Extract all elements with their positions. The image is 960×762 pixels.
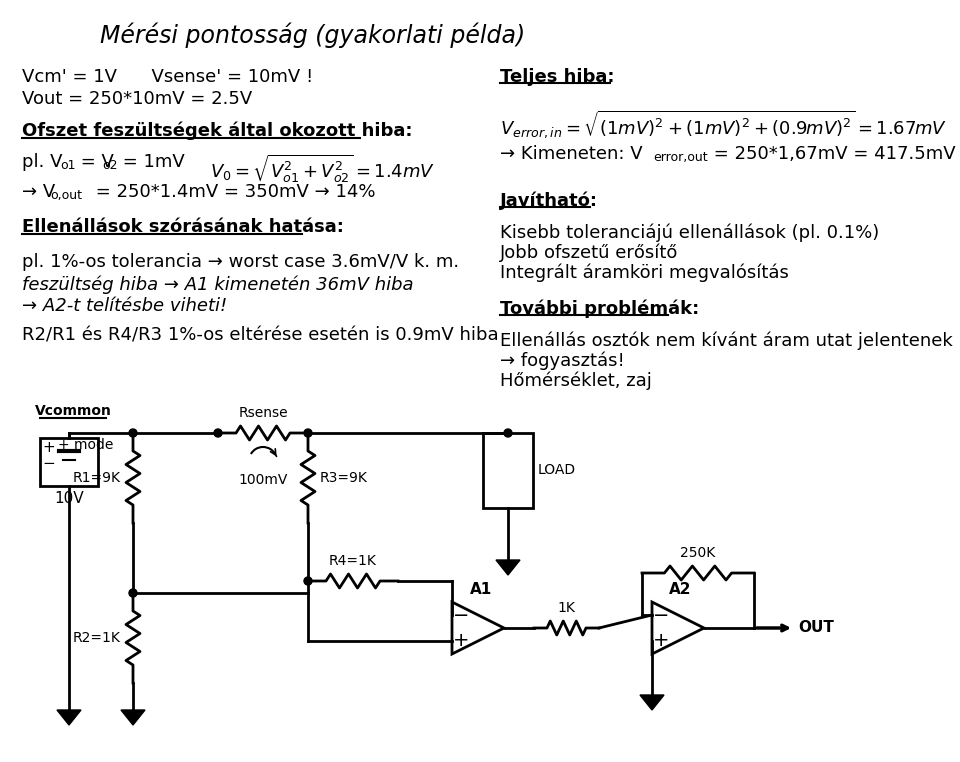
Circle shape (214, 429, 222, 437)
Text: A1: A1 (469, 582, 492, 597)
FancyBboxPatch shape (483, 433, 533, 508)
Text: pl. V: pl. V (22, 153, 62, 171)
Text: Hőmérséklet, zaj: Hőmérséklet, zaj (500, 372, 652, 390)
Text: Javítható:: Javítható: (500, 192, 598, 210)
Text: → Kimeneten: V: → Kimeneten: V (500, 145, 642, 163)
Text: $\mathit{V_{error,in} = \sqrt{(1mV)^2+(1mV)^2+(0.9mV)^2} = 1.67mV}$: $\mathit{V_{error,in} = \sqrt{(1mV)^2+(1… (500, 108, 947, 139)
Circle shape (129, 589, 137, 597)
Circle shape (129, 429, 137, 437)
Text: Mérési pontosság (gyakorlati példa): Mérési pontosság (gyakorlati példa) (100, 22, 525, 47)
Text: −: − (453, 606, 469, 625)
Polygon shape (121, 710, 145, 725)
Text: 250K: 250K (681, 546, 715, 560)
Text: pl. 1%-os tolerancia → worst case 3.6mV/V k. m.: pl. 1%-os tolerancia → worst case 3.6mV/… (22, 253, 459, 271)
Circle shape (304, 429, 312, 437)
Text: Teljes hiba:: Teljes hiba: (500, 68, 614, 86)
Text: Ellenállás osztók nem kívánt áram utat jelentenek: Ellenállás osztók nem kívánt áram utat j… (500, 332, 952, 351)
Text: Integrált áramköri megvalósítás: Integrált áramköri megvalósítás (500, 264, 789, 283)
Polygon shape (640, 695, 664, 710)
Text: Vcommon: Vcommon (35, 404, 111, 418)
Text: Vcm' = 1V      Vsense' = 10mV !: Vcm' = 1V Vsense' = 10mV ! (22, 68, 313, 86)
Text: = 250*1.4mV = 350mV → 14%: = 250*1.4mV = 350mV → 14% (90, 183, 375, 201)
Text: R1=9K: R1=9K (73, 471, 121, 485)
Text: A2: A2 (669, 582, 692, 597)
Text: Ellenállások szórásának hatása:: Ellenállások szórásának hatása: (22, 218, 344, 236)
Polygon shape (57, 710, 81, 725)
Text: 10V: 10V (54, 491, 84, 506)
Text: → V: → V (22, 183, 56, 201)
Text: LOAD: LOAD (538, 463, 576, 478)
Text: = 250*1,67mV = 417.5mV: = 250*1,67mV = 417.5mV (708, 145, 955, 163)
Text: $\mathit{V_0 = \sqrt{V_{o1}^{2}+V_{o2}^{2}} = 1.4mV}$: $\mathit{V_0 = \sqrt{V_{o1}^{2}+V_{o2}^{… (210, 153, 435, 185)
Text: error,out: error,out (653, 151, 708, 164)
Text: Kisebb toleranciájú ellenállások (pl. 0.1%): Kisebb toleranciájú ellenállások (pl. 0.… (500, 224, 879, 242)
Text: Vout = 250*10mV = 2.5V: Vout = 250*10mV = 2.5V (22, 90, 252, 108)
Text: feszültség hiba → A1 kimenetén 36mV hiba: feszültség hiba → A1 kimenetén 36mV hiba (22, 275, 414, 293)
Text: R4=1K: R4=1K (329, 554, 377, 568)
Text: + mode: + mode (58, 438, 113, 452)
Circle shape (504, 429, 512, 437)
Text: R3=9K: R3=9K (320, 471, 368, 485)
Text: R2/R1 és R4/R3 1%-os eltérése esetén is 0.9mV hiba: R2/R1 és R4/R3 1%-os eltérése esetén is … (22, 327, 498, 345)
Text: −: − (653, 606, 669, 625)
Text: Ofszet feszültségek által okozott hiba:: Ofszet feszültségek által okozott hiba: (22, 122, 413, 140)
Text: → A2-t telítésbe viheti!: → A2-t telítésbe viheti! (22, 297, 228, 315)
Text: +: + (653, 632, 670, 651)
Text: +: + (42, 440, 55, 456)
Text: További problémák:: További problémák: (500, 300, 699, 319)
Text: o1: o1 (60, 159, 76, 172)
Text: = 1mV: = 1mV (117, 153, 184, 171)
Text: o2: o2 (102, 159, 117, 172)
Text: OUT: OUT (798, 620, 834, 636)
Text: 1K: 1K (558, 601, 575, 615)
Polygon shape (496, 560, 520, 575)
Text: Jobb ofszetű erősítő: Jobb ofszetű erősítő (500, 244, 679, 262)
Text: → fogyasztás!: → fogyasztás! (500, 352, 625, 370)
Text: = V: = V (75, 153, 114, 171)
Text: R2=1K: R2=1K (73, 631, 121, 645)
Text: +: + (453, 632, 469, 651)
Text: Rsense: Rsense (238, 406, 288, 420)
Text: 100mV: 100mV (238, 473, 288, 487)
Text: −: − (42, 456, 55, 470)
Circle shape (304, 577, 312, 585)
FancyBboxPatch shape (40, 438, 98, 486)
Text: o,out: o,out (50, 189, 82, 202)
